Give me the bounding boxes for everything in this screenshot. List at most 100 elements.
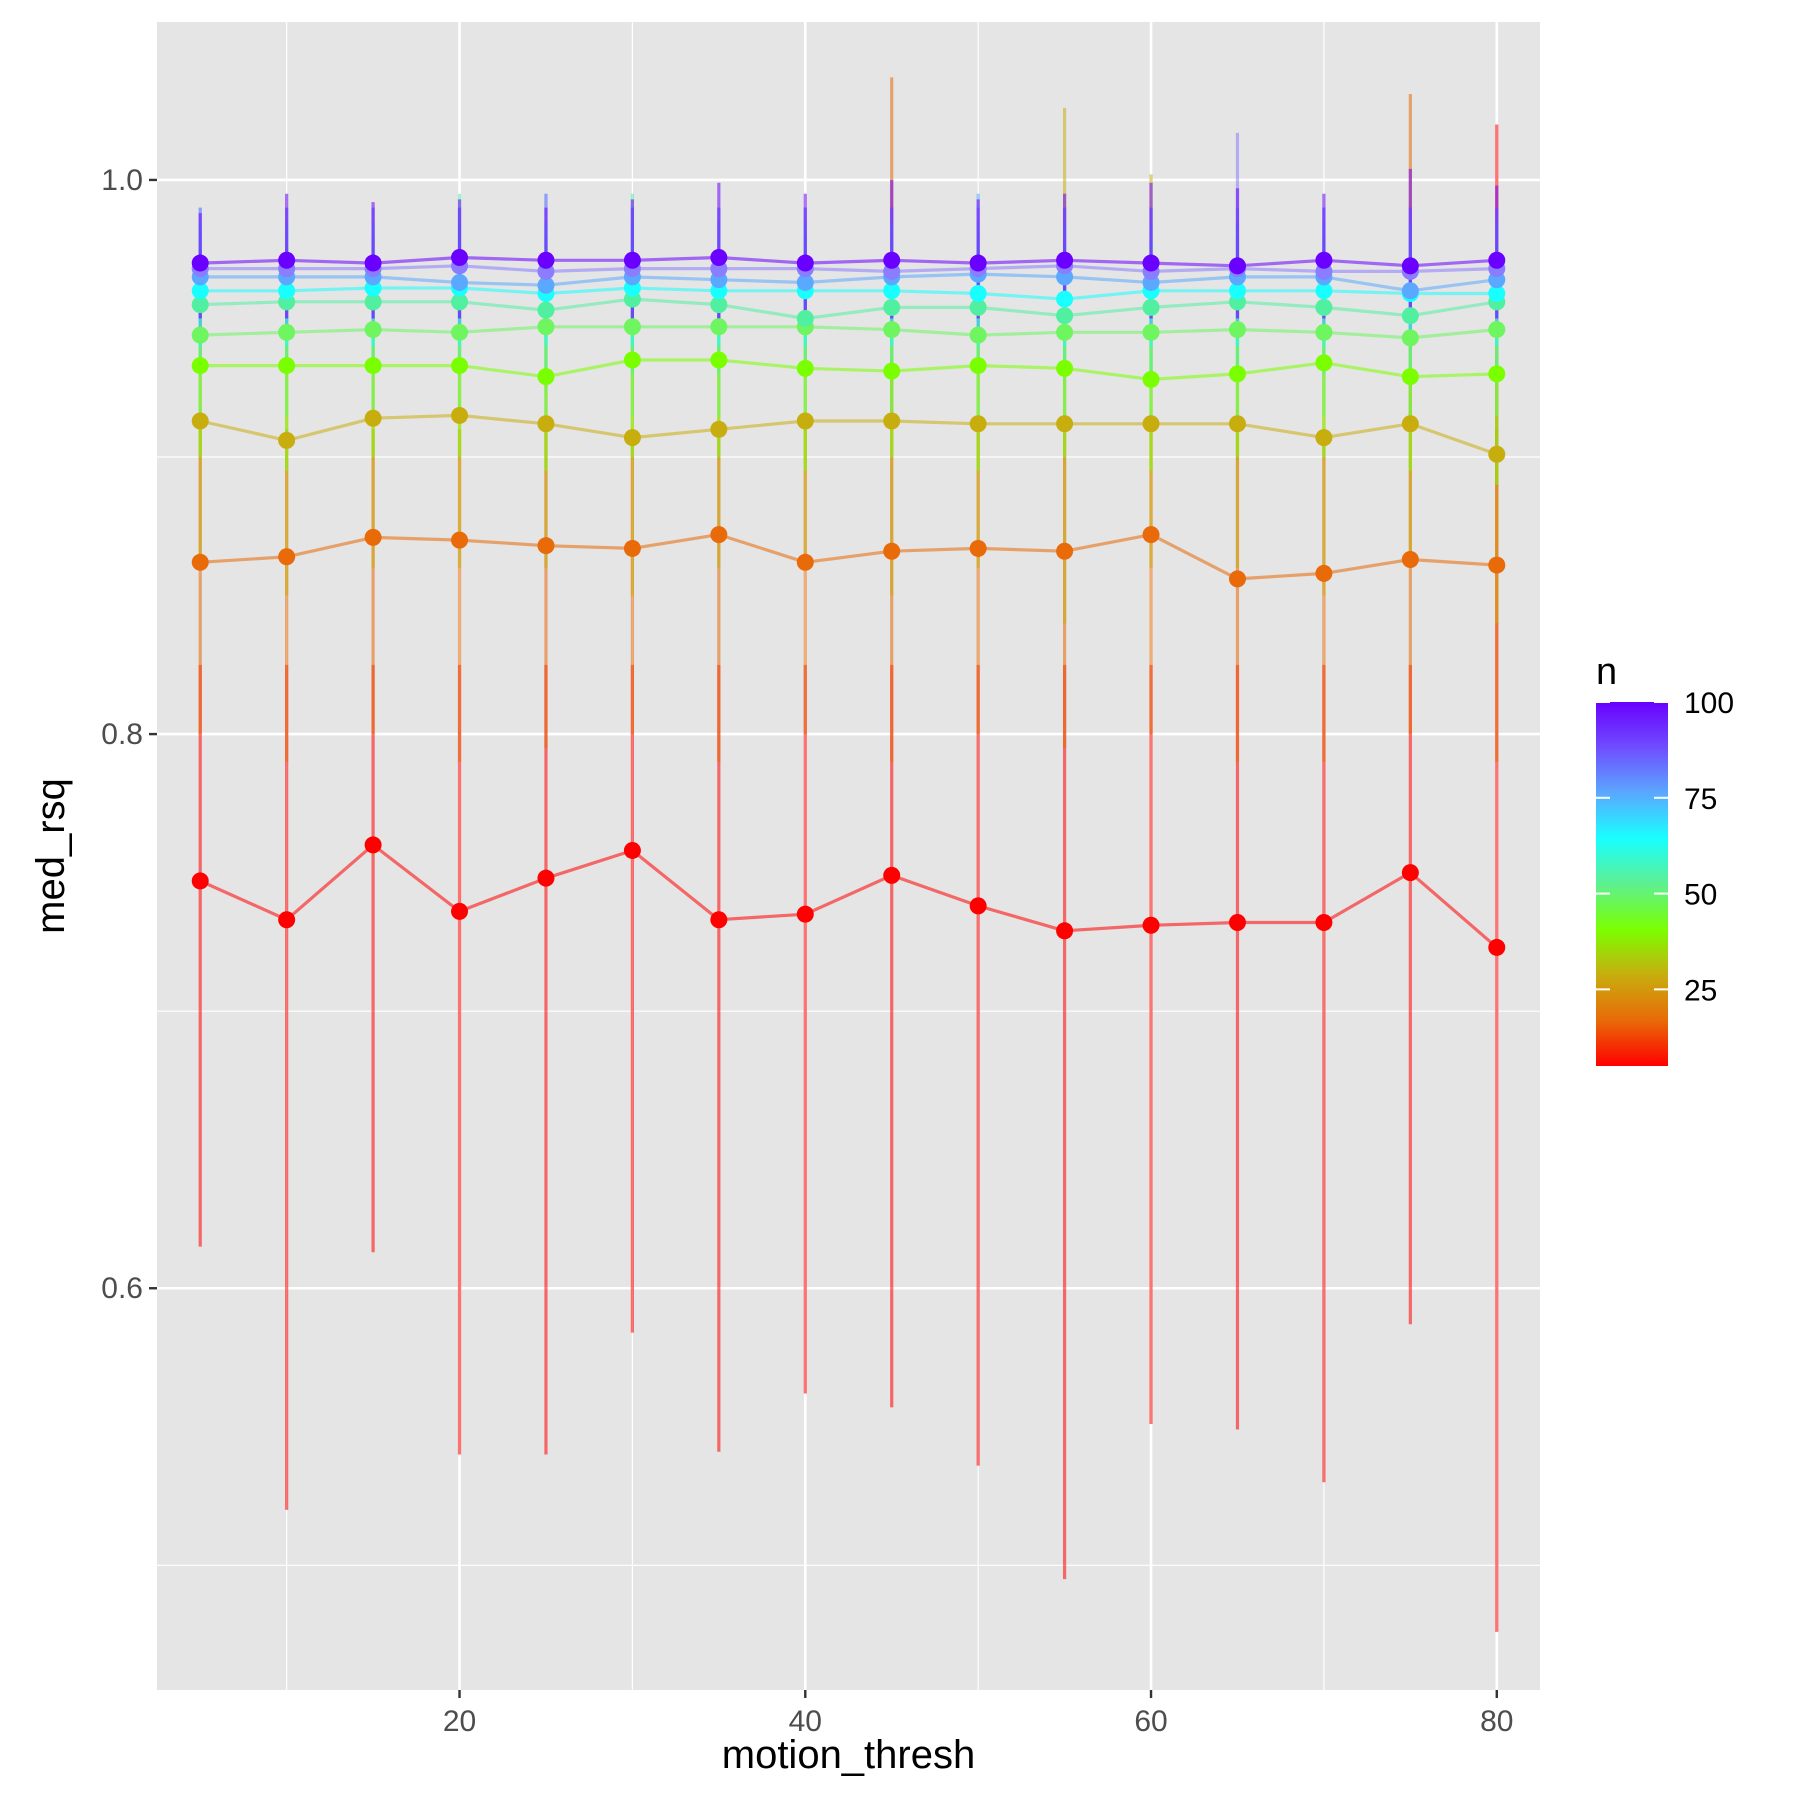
data-point xyxy=(1142,526,1160,544)
data-point xyxy=(1056,323,1074,341)
data-point xyxy=(1488,365,1506,383)
data-point xyxy=(364,293,382,311)
series-line xyxy=(200,264,1497,273)
data-point xyxy=(969,357,987,375)
data-point xyxy=(1056,307,1074,325)
series-points xyxy=(191,249,1506,956)
data-point xyxy=(1488,556,1506,574)
data-point xyxy=(1228,321,1246,339)
y-tick-label: 0.6 xyxy=(101,1272,143,1305)
data-point xyxy=(364,528,382,546)
data-point xyxy=(191,326,209,344)
data-point xyxy=(191,254,209,272)
data-point xyxy=(364,357,382,375)
data-point xyxy=(1228,257,1246,275)
data-point xyxy=(710,318,728,336)
data-point xyxy=(537,276,555,294)
data-point xyxy=(1056,415,1074,433)
data-point xyxy=(623,539,641,557)
data-point xyxy=(969,415,987,433)
series-line xyxy=(200,532,1497,581)
series-line xyxy=(200,272,1498,293)
data-point xyxy=(278,431,296,449)
data-point xyxy=(537,368,555,386)
data-point xyxy=(883,298,901,316)
data-point xyxy=(191,412,209,430)
data-point xyxy=(364,321,382,339)
data-point xyxy=(1056,922,1074,940)
data-point xyxy=(278,357,296,375)
x-axis: 20 40 60 80 xyxy=(443,1690,1513,1738)
data-point xyxy=(451,293,469,311)
legend-ticks: 25 50 75 100 xyxy=(1596,687,1734,1007)
data-point xyxy=(191,282,209,300)
data-point xyxy=(451,406,469,424)
y-axis: 0.6 0.8 1.0 xyxy=(101,164,157,1305)
data-point xyxy=(278,251,296,269)
data-point xyxy=(1056,251,1074,269)
legend-colorbar xyxy=(1596,702,1668,1066)
data-point xyxy=(537,301,555,319)
data-point xyxy=(1401,257,1419,275)
x-tick-label: 20 xyxy=(443,1705,476,1738)
data-point xyxy=(883,866,901,884)
legend-tick-label: 100 xyxy=(1684,687,1734,720)
data-point xyxy=(796,412,814,430)
data-point xyxy=(1228,365,1246,383)
data-point xyxy=(191,296,209,314)
data-point xyxy=(969,298,987,316)
data-point xyxy=(1401,551,1419,569)
data-point xyxy=(623,841,641,859)
data-point xyxy=(451,273,469,291)
data-point xyxy=(883,321,901,339)
data-point xyxy=(364,836,382,854)
data-point xyxy=(1315,282,1333,300)
data-point xyxy=(1142,415,1160,433)
data-point xyxy=(1228,913,1246,931)
series-line xyxy=(200,297,1498,321)
data-point xyxy=(1315,323,1333,341)
data-point xyxy=(1142,916,1160,934)
data-point xyxy=(796,309,814,327)
data-point xyxy=(537,415,555,433)
data-point xyxy=(1142,298,1160,316)
y-tick-label: 1.0 xyxy=(101,164,143,197)
series-line xyxy=(200,255,1497,268)
x-tick-label: 40 xyxy=(789,1705,822,1738)
data-point xyxy=(1056,290,1074,308)
data-point xyxy=(883,412,901,430)
data-point xyxy=(1401,368,1419,386)
series-line xyxy=(200,358,1497,381)
data-point xyxy=(278,911,296,929)
legend-title: n xyxy=(1596,651,1617,693)
data-point xyxy=(1401,864,1419,882)
legend: n 25 50 75 100 xyxy=(1596,651,1734,1066)
data-point xyxy=(1401,329,1419,347)
data-point xyxy=(710,249,728,267)
data-point xyxy=(796,254,814,272)
data-point xyxy=(710,351,728,369)
data-point xyxy=(1401,307,1419,325)
data-point xyxy=(191,872,209,890)
data-point xyxy=(796,273,814,291)
data-point xyxy=(364,254,382,272)
x-tick-label: 80 xyxy=(1480,1705,1513,1738)
data-point xyxy=(278,323,296,341)
data-point xyxy=(1401,415,1419,433)
series-line xyxy=(200,325,1497,340)
data-point xyxy=(451,357,469,375)
data-point xyxy=(623,429,641,447)
data-point xyxy=(710,526,728,544)
x-axis-title: motion_thresh xyxy=(722,1733,975,1777)
data-point xyxy=(1228,415,1246,433)
data-point xyxy=(1056,542,1074,560)
data-point xyxy=(969,539,987,557)
data-point xyxy=(1315,251,1333,269)
data-point xyxy=(537,318,555,336)
data-point xyxy=(623,251,641,269)
data-point xyxy=(969,326,987,344)
data-point xyxy=(710,296,728,314)
y-tick-label: 0.8 xyxy=(101,718,143,751)
data-point xyxy=(623,351,641,369)
